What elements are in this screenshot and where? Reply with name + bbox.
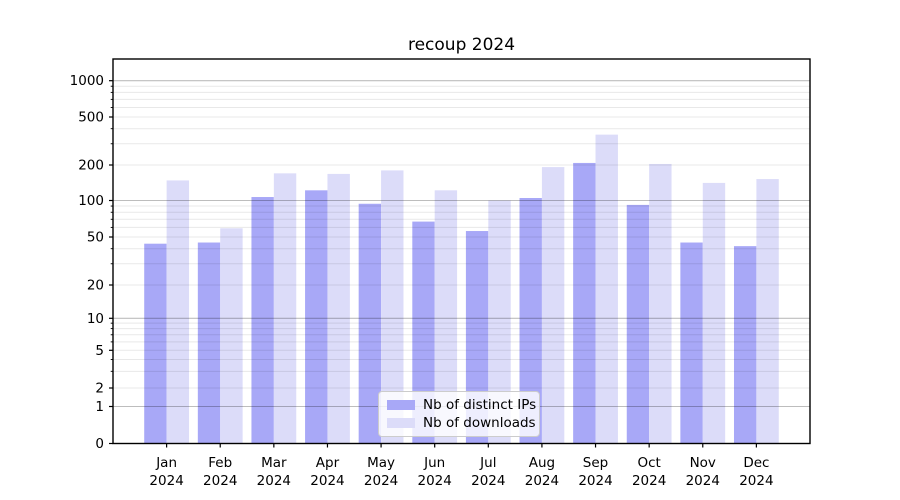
x-tick-label-year-1: 2024 xyxy=(203,473,237,489)
bar-downloads-1 xyxy=(220,228,243,444)
x-tick-label-year-3: 2024 xyxy=(310,473,344,489)
y-tick-label-10: 10 xyxy=(87,311,104,327)
x-tick-label-month-6: Jul xyxy=(479,455,496,471)
x-tick-label-month-4: May xyxy=(367,455,395,471)
y-tick-label-2: 2 xyxy=(95,381,104,397)
x-tick-label-year-10: 2024 xyxy=(686,473,720,489)
x-tick-label-month-1: Feb xyxy=(208,455,232,471)
y-tick-label-0: 0 xyxy=(95,436,104,452)
bar-downloads-9 xyxy=(649,163,672,444)
bar-downloads-0 xyxy=(166,180,190,444)
legend-item-downloads: Nb of downloads xyxy=(387,415,536,431)
legend-label-downloads: Nb of downloads xyxy=(423,415,536,431)
x-tick-label-year-9: 2024 xyxy=(632,473,666,489)
plot-border xyxy=(112,58,811,445)
legend-label-distinct-ips: Nb of distinct IPs xyxy=(423,397,537,413)
x-tick-label-year-11: 2024 xyxy=(739,473,773,489)
legend: Nb of distinct IPs Nb of downloads xyxy=(378,391,540,437)
bar-ips-2 xyxy=(251,197,274,444)
x-tick-label-month-7: Aug xyxy=(529,455,555,471)
bar-downloads-8 xyxy=(595,134,618,444)
x-tick-label-month-11: Dec xyxy=(743,455,769,471)
bar-ips-8 xyxy=(573,162,596,444)
bar-ips-10 xyxy=(680,242,703,444)
y-tick-label-500: 500 xyxy=(78,110,104,126)
chart-title: recoup 2024 xyxy=(407,35,516,55)
bar-downloads-2 xyxy=(273,173,297,444)
bar-ips-9 xyxy=(626,204,650,444)
x-tick-label-year-4: 2024 xyxy=(364,473,398,489)
x-tick-label-month-10: Nov xyxy=(690,455,716,471)
x-tick-label-month-9: Oct xyxy=(637,455,660,471)
bar-ips-0 xyxy=(144,243,167,444)
x-tick-label-year-0: 2024 xyxy=(149,473,183,489)
x-tick-label-month-2: Mar xyxy=(261,455,287,471)
bar-ips-11 xyxy=(733,246,757,444)
bar-ips-3 xyxy=(305,190,328,444)
y-tick-label-50: 50 xyxy=(87,230,104,246)
bar-ips-1 xyxy=(197,242,221,444)
y-tick-label-200: 200 xyxy=(78,158,104,174)
x-tick-label-year-8: 2024 xyxy=(578,473,612,489)
y-tick-label-1000: 1000 xyxy=(70,73,104,89)
x-tick-label-year-2: 2024 xyxy=(257,473,291,489)
x-tick-label-month-5: Jun xyxy=(423,455,445,471)
x-tick-label-month-8: Sep xyxy=(583,455,608,471)
x-tick-label-year-5: 2024 xyxy=(418,473,452,489)
x-tick-label-month-0: Jan xyxy=(155,455,177,471)
y-tick-label-1: 1 xyxy=(95,399,104,415)
bar-ips-6 xyxy=(465,231,489,444)
bar-downloads-11 xyxy=(756,179,779,444)
bar-ips-5 xyxy=(412,221,435,444)
y-tick-label-20: 20 xyxy=(87,278,104,294)
bar-downloads-5 xyxy=(434,190,458,444)
y-tick-label-5: 5 xyxy=(95,343,104,359)
legend-swatch-downloads xyxy=(387,418,415,428)
bar-ips-7 xyxy=(519,198,542,444)
bar-downloads-6 xyxy=(488,200,511,444)
x-tick-label-year-7: 2024 xyxy=(525,473,559,489)
legend-swatch-distinct-ips xyxy=(387,400,415,410)
bar-downloads-4 xyxy=(381,170,404,444)
x-tick-label-year-6: 2024 xyxy=(471,473,505,489)
bar-ips-4 xyxy=(358,203,382,444)
bar-downloads-10 xyxy=(702,182,726,444)
x-tick-label-month-3: Apr xyxy=(316,455,340,471)
y-tick-label-100: 100 xyxy=(78,193,104,209)
legend-item-distinct-ips: Nb of distinct IPs xyxy=(387,397,536,413)
bar-downloads-7 xyxy=(541,167,565,444)
bar-downloads-3 xyxy=(327,173,350,444)
